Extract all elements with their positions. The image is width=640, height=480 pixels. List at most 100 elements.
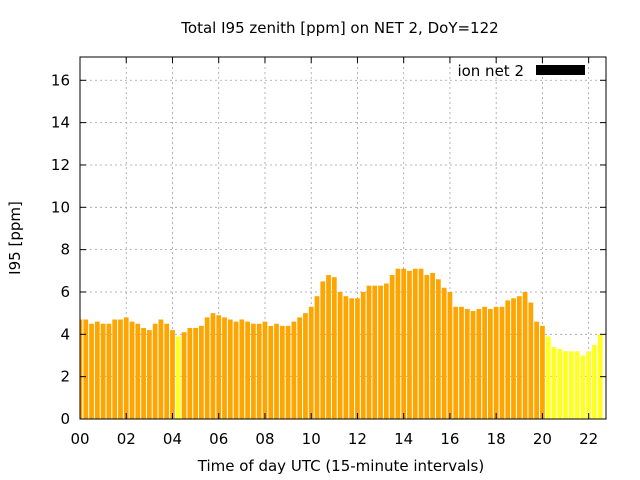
- x-tick-label: 22: [579, 430, 598, 448]
- bar: [511, 298, 516, 419]
- bar: [337, 291, 343, 419]
- bar: [268, 325, 274, 419]
- x-tick-label: 02: [117, 430, 136, 448]
- bar: [568, 351, 574, 419]
- x-tick-label: 10: [302, 430, 321, 448]
- bar: [308, 306, 314, 419]
- bar: [285, 325, 291, 419]
- bar: [476, 308, 482, 419]
- bar: [279, 325, 285, 419]
- x-tick-label: 00: [70, 430, 89, 448]
- bar: [274, 323, 279, 419]
- bar: [540, 325, 545, 419]
- bar: [239, 319, 245, 419]
- bar: [349, 298, 355, 419]
- y-tick-label: 4: [60, 325, 70, 343]
- bar: [580, 355, 586, 419]
- y-tick-label: 10: [51, 198, 70, 216]
- bar: [164, 323, 170, 419]
- bar: [516, 296, 522, 419]
- y-tick-label: 2: [60, 368, 70, 386]
- bar: [418, 268, 424, 419]
- bar: [193, 327, 198, 419]
- bar: [262, 321, 268, 419]
- bar: [158, 319, 164, 419]
- bar: [106, 323, 112, 419]
- bar: [534, 321, 540, 419]
- bar: [216, 315, 222, 419]
- bar: [372, 285, 378, 419]
- bar: [80, 319, 83, 419]
- bar: [401, 268, 407, 419]
- y-axis-ticks: 0 2 4 6 8 10 12 14 16: [51, 71, 606, 428]
- bar: [245, 321, 250, 419]
- bar: [493, 306, 499, 419]
- bar: [574, 351, 580, 419]
- bar: [251, 323, 256, 419]
- bar: [551, 347, 557, 419]
- chart-title: Total I95 zenith [ppm] on NET 2, DoY=122: [180, 19, 498, 37]
- bar: [412, 268, 418, 419]
- bar: [488, 308, 493, 419]
- x-tick-label: 06: [209, 430, 228, 448]
- bar: [482, 306, 487, 419]
- bar: [360, 291, 366, 419]
- bar: [395, 268, 401, 419]
- bar: [83, 319, 89, 419]
- bar: [204, 317, 210, 419]
- bar: [586, 351, 592, 419]
- y-axis-label: I95 [ppm]: [6, 201, 24, 275]
- bar: [464, 308, 470, 419]
- bar: [89, 323, 94, 419]
- x-tick-label: 20: [533, 430, 552, 448]
- bar: [233, 321, 239, 419]
- y-tick-label: 12: [51, 156, 70, 174]
- bar: [407, 270, 412, 419]
- bar: [447, 291, 453, 419]
- bar: [94, 321, 100, 419]
- legend: ion net 2: [457, 62, 585, 80]
- bar: [297, 317, 303, 419]
- y-tick-label: 14: [51, 114, 70, 132]
- bar: [222, 317, 227, 419]
- bar: [291, 321, 297, 419]
- bar: [175, 336, 181, 419]
- bar: [100, 323, 106, 419]
- bar: [528, 302, 534, 419]
- legend-label: ion net 2: [457, 62, 524, 80]
- bar: [303, 313, 308, 419]
- bar: [331, 277, 337, 419]
- x-tick-label: 18: [487, 430, 506, 448]
- bar: [123, 317, 129, 419]
- bar: [453, 306, 459, 419]
- bar: [112, 319, 118, 419]
- bar: [522, 291, 528, 419]
- bar: [430, 272, 435, 419]
- bar: [545, 336, 551, 419]
- bar: [152, 323, 158, 419]
- bar: [459, 306, 464, 419]
- bar: [326, 275, 331, 419]
- y-tick-label: 6: [60, 283, 70, 301]
- bars: [80, 268, 603, 419]
- bar: [424, 275, 430, 419]
- y-tick-label: 16: [51, 71, 70, 89]
- bar: [141, 327, 146, 419]
- bar: [320, 281, 326, 419]
- x-tick-label: 08: [255, 430, 274, 448]
- bar: [389, 275, 395, 419]
- bar: [383, 283, 389, 419]
- bar: [563, 351, 568, 419]
- x-tick-label: 04: [163, 430, 182, 448]
- x-axis-label: Time of day UTC (15-minute intervals): [197, 457, 484, 475]
- bar: [181, 332, 187, 419]
- bar: [557, 349, 563, 419]
- legend-swatch: [536, 65, 585, 75]
- bar: [170, 330, 175, 419]
- bar: [592, 344, 597, 419]
- bar: [129, 321, 135, 419]
- bar: [441, 287, 447, 419]
- bar: [256, 323, 262, 419]
- plot-frame: [79, 56, 607, 420]
